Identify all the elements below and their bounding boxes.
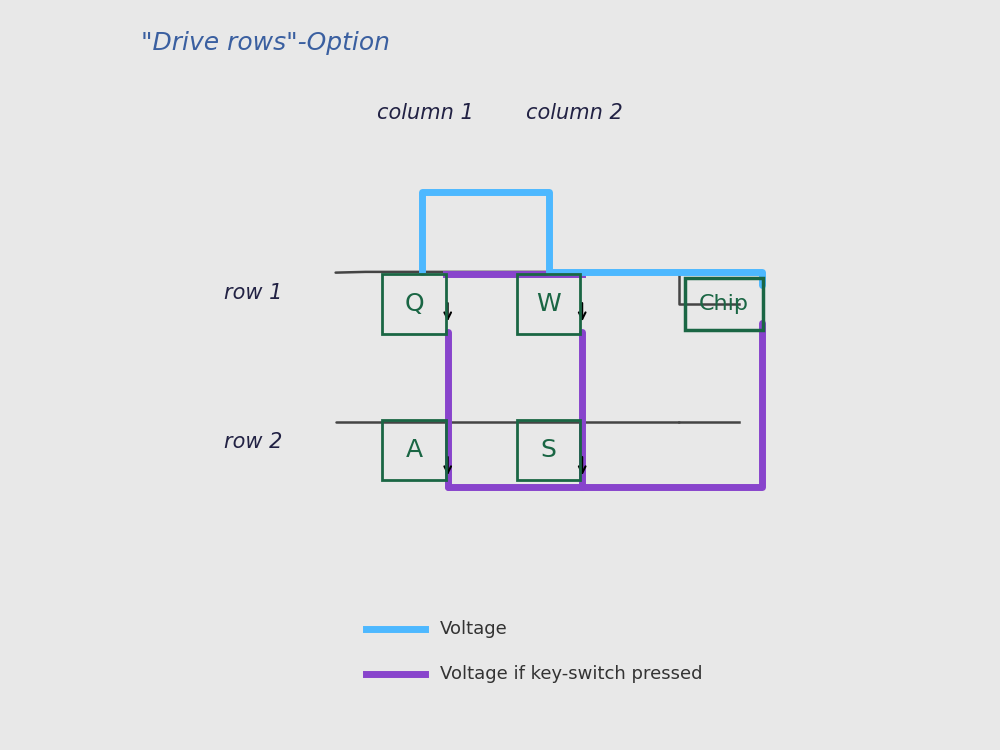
Text: row 1: row 1 [224,283,283,303]
Text: Voltage: Voltage [440,620,508,638]
Bar [517,420,580,479]
Text: W: W [536,292,561,316]
Text: row 2: row 2 [224,432,283,452]
Text: S: S [541,438,557,462]
Text: column 1: column 1 [377,104,474,124]
Text: "Drive rows"-Option: "Drive rows"-Option [141,32,390,56]
Bar [382,274,446,334]
Text: Chip: Chip [699,294,749,314]
Bar [382,420,446,479]
Text: column 2: column 2 [526,104,623,124]
Text: Q: Q [404,292,424,316]
Bar [685,278,763,330]
Text: Voltage if key-switch pressed: Voltage if key-switch pressed [440,665,703,683]
Text: A: A [406,438,423,462]
Bar [517,274,580,334]
